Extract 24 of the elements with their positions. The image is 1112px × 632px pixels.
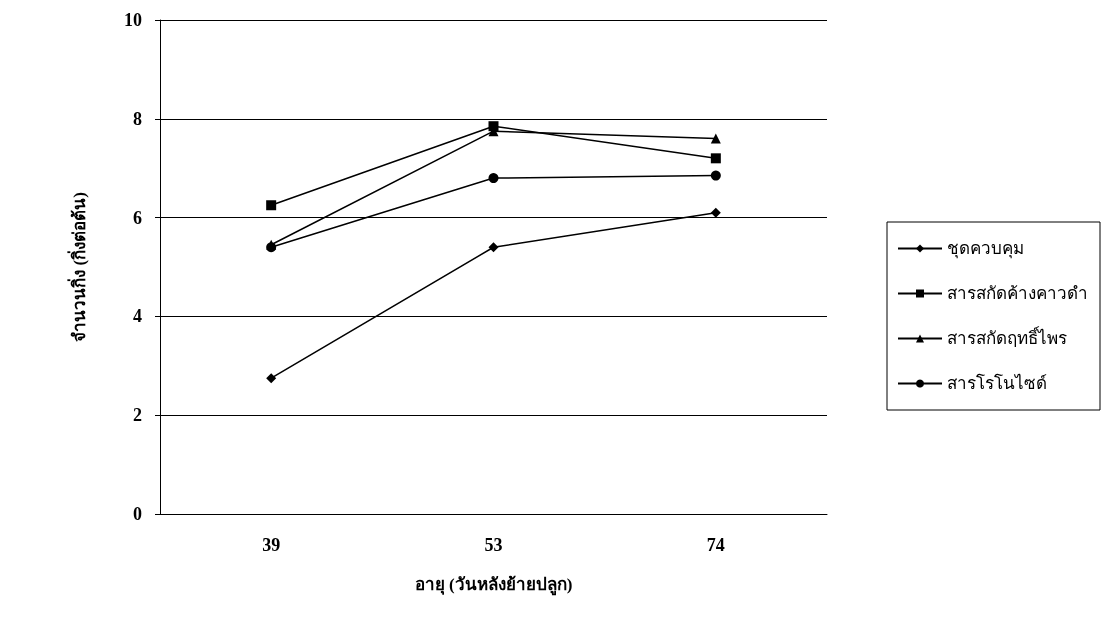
legend-label: สารสกัดฤทธิ์ไพร [947, 326, 1067, 348]
y-axis-title: จำนวนกิ่ง (กิ่งต่อต้น) [67, 192, 89, 342]
y-tick-label: 6 [133, 207, 142, 228]
y-tick-label: 0 [133, 504, 142, 524]
point [488, 242, 499, 253]
point [710, 133, 721, 144]
point [710, 153, 721, 164]
legend-label: สารโรโนไซด์ [947, 373, 1047, 393]
x-tick-label: 74 [706, 535, 725, 555]
point [710, 170, 721, 181]
point [488, 173, 499, 184]
point [266, 200, 277, 211]
x-tick-label: 39 [262, 535, 281, 555]
legend-label: ชุดควบคุม [947, 239, 1024, 259]
point [710, 207, 721, 218]
point [488, 121, 499, 132]
y-tick-label: 2 [133, 405, 142, 426]
point [266, 373, 277, 384]
y-tick-label: 10 [124, 10, 142, 30]
legend-label: สารสกัดค้างคาวดำ [947, 284, 1088, 303]
x-tick-label: 53 [484, 535, 503, 555]
y-tick-label: 4 [133, 306, 142, 327]
y-tick-label: 8 [133, 108, 142, 129]
x-axis-title: อายุ (วันหลังย้ายปลูก) [414, 575, 573, 596]
